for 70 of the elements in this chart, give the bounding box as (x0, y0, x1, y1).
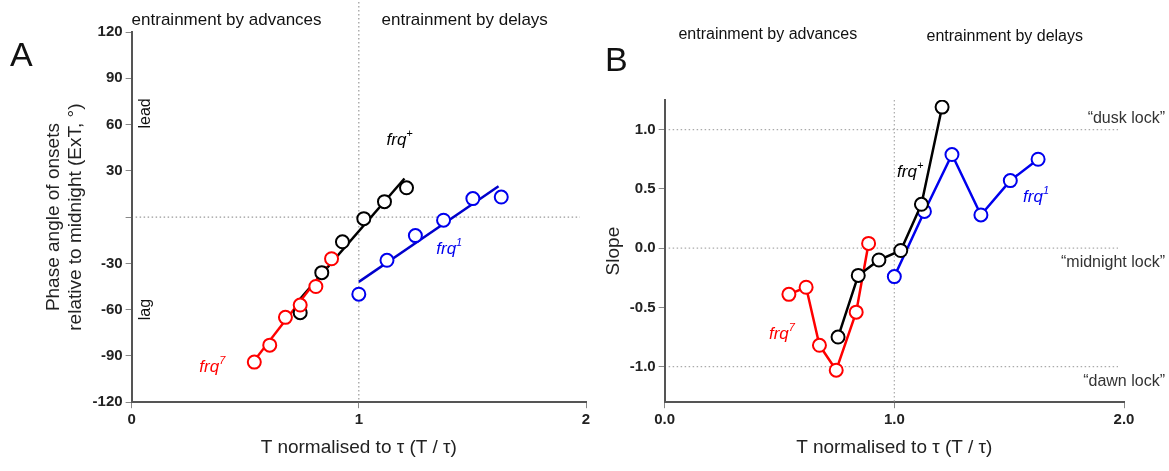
x-axis-title: T normalised to τ (T / τ) (796, 435, 993, 457)
y-tick-label: 0.0 (634, 238, 656, 256)
point (973, 207, 989, 223)
point (324, 251, 340, 267)
point (356, 211, 372, 227)
point (308, 279, 324, 295)
point (407, 228, 423, 244)
text: entrainment by delays (926, 27, 1084, 45)
point (944, 147, 960, 163)
point (277, 309, 293, 325)
point (334, 234, 350, 250)
x-tick-label: 1 (354, 410, 363, 428)
x-tick-label: 0 (127, 410, 136, 428)
y-tick-label: 30 (105, 160, 123, 178)
y-tick-label: -30 (100, 253, 123, 271)
series-label: frq+ (386, 126, 414, 149)
y-tick-label: -0.5 (629, 297, 656, 315)
x-tick-label: 1.0 (883, 410, 905, 428)
x-tick-label: 2.0 (1113, 410, 1135, 428)
ref-line-label: “midnight lock” (1060, 252, 1165, 270)
point (913, 196, 929, 212)
x-axis-title: T normalised to τ (T / τ) (260, 435, 457, 457)
point (379, 252, 395, 268)
y-tick-label: 120 (97, 22, 123, 40)
point (465, 191, 481, 207)
point (828, 362, 844, 378)
point (886, 269, 902, 285)
text: entrainment by delays (381, 9, 548, 29)
y-tick-label: -90 (100, 346, 123, 364)
x-tick-label: 0.0 (654, 410, 676, 428)
y-tick-label: 60 (105, 114, 123, 132)
point (850, 267, 866, 283)
point (292, 297, 308, 313)
y-axis-title: Phase angle of onsets relative to midnight (ExT, °) (41, 103, 86, 331)
point (493, 189, 509, 205)
point (314, 265, 330, 281)
text: entrainment by advances (678, 25, 858, 43)
point (781, 286, 797, 302)
text: B (604, 40, 628, 79)
point (1030, 151, 1046, 167)
text: A (10, 35, 33, 74)
y-tick-label: 1.0 (634, 119, 656, 137)
annotation: lag (135, 298, 153, 321)
y-tick-label: 90 (105, 68, 123, 86)
y-tick-label: 0.5 (634, 179, 656, 197)
point (893, 243, 909, 259)
y-tick-label: -120 (92, 392, 123, 410)
point (351, 286, 367, 302)
y-tick-label: -1.0 (629, 356, 656, 374)
point (246, 354, 262, 370)
point (399, 180, 415, 196)
point (830, 329, 846, 345)
point (861, 235, 877, 251)
point (934, 100, 950, 115)
point (871, 252, 887, 268)
point (376, 194, 392, 210)
y-axis-title: Slope (601, 226, 623, 276)
point (262, 337, 278, 353)
point (436, 212, 452, 228)
point (811, 337, 827, 353)
ref-line-label: “dawn lock” (1083, 372, 1165, 390)
point (848, 304, 864, 320)
point (798, 279, 814, 295)
x-tick-label: 2 (581, 410, 591, 428)
y-tick-label: -60 (100, 299, 123, 317)
ref-line-label: “dusk lock” (1087, 109, 1165, 127)
text: entrainment by advances (131, 9, 322, 29)
annotation: lead (135, 98, 153, 129)
point (1002, 173, 1018, 189)
series-label: frq+ (897, 159, 924, 181)
